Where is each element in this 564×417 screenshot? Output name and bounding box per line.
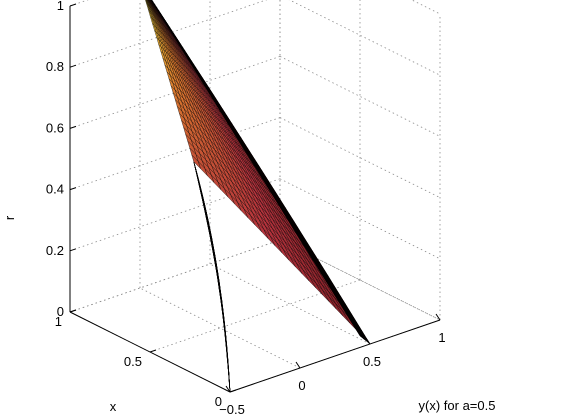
z-tick-label: 0.8 — [46, 59, 64, 74]
x-tick-label: 1 — [55, 314, 62, 329]
y-axis-label: y(x) for a=0.5 — [419, 398, 496, 413]
grid-line — [69, 239, 281, 313]
grid-line — [279, 178, 441, 260]
z-tick-label: 0 — [57, 304, 64, 319]
grid-line — [69, 0, 89, 7]
grid-line — [69, 117, 281, 190]
y-tick-label: 1 — [438, 330, 445, 345]
grid-line — [279, 56, 441, 137]
right-flank-facet — [151, 0, 158, 10]
x-tick — [149, 349, 157, 353]
x-tick — [229, 389, 237, 393]
y-tick — [225, 385, 231, 393]
z-tick-labels: 0 0.2 0.4 0.6 0.8 1 — [46, 0, 64, 319]
y-tick-labels: −0.5 0 0.5 1 — [219, 330, 445, 417]
surface-layer — [145, 0, 371, 393]
y-axis-line — [229, 319, 441, 393]
z-tick-label: 0.2 — [46, 243, 64, 258]
grid-line — [411, 0, 441, 15]
z-tick — [69, 187, 77, 191]
grid-line — [279, 117, 441, 198]
grid-line — [279, 239, 441, 321]
x-axis-label: x — [110, 399, 117, 414]
x-tick-labels: 00.51 — [55, 314, 222, 409]
y-tick — [435, 313, 441, 321]
z-axis-label: r — [2, 215, 17, 220]
x-tick-label: 0 — [215, 394, 222, 409]
left-flank-facet — [195, 170, 199, 181]
grid-line — [69, 0, 268, 68]
x-tick — [69, 309, 77, 313]
grid-line — [139, 287, 301, 369]
axis-layer — [69, 3, 441, 393]
z-tick — [69, 248, 77, 252]
y-tick-label: −0.5 — [219, 402, 245, 417]
grid-line — [288, 0, 441, 76]
grid-line — [69, 56, 281, 129]
z-tick-label: 0.4 — [46, 182, 64, 197]
grid-line — [209, 263, 371, 345]
y-tick-label: 0 — [298, 378, 305, 393]
z-tick — [69, 3, 77, 7]
z-tick — [69, 64, 77, 68]
z-tick-label: 0.6 — [46, 120, 64, 135]
y-tick — [295, 361, 301, 369]
z-tick — [69, 125, 77, 129]
y-tick-label: 0.5 — [363, 354, 381, 369]
z-tick-label: 1 — [57, 0, 64, 13]
x-tick-label: 0.5 — [124, 354, 142, 369]
grid-line — [69, 239, 281, 313]
